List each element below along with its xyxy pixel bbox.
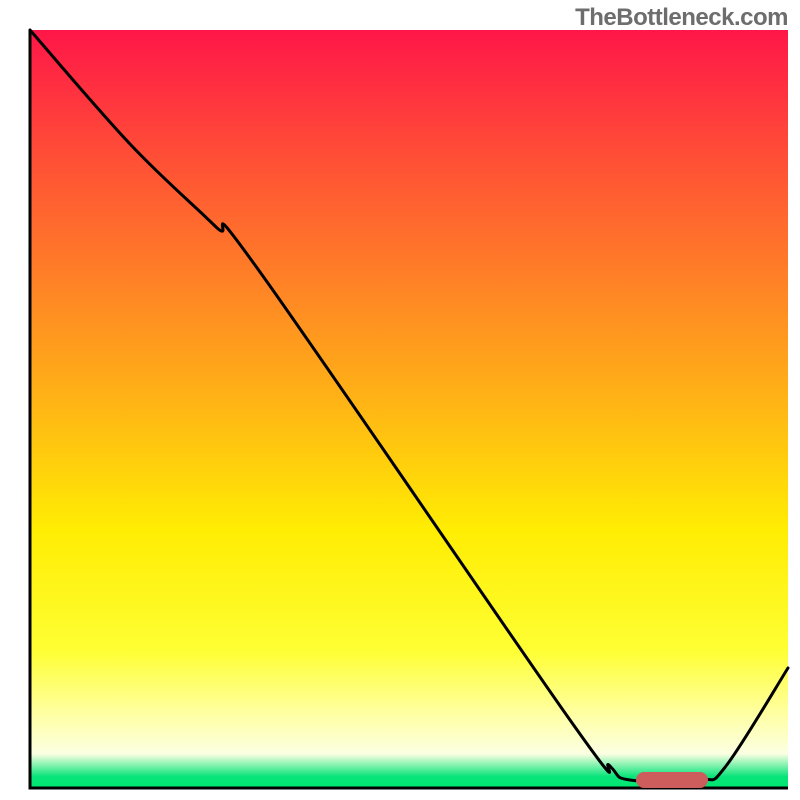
bottleneck-chart bbox=[0, 0, 800, 800]
chart-frame: TheBottleneck.com bbox=[0, 0, 800, 800]
watermark-text: TheBottleneck.com bbox=[575, 4, 788, 32]
